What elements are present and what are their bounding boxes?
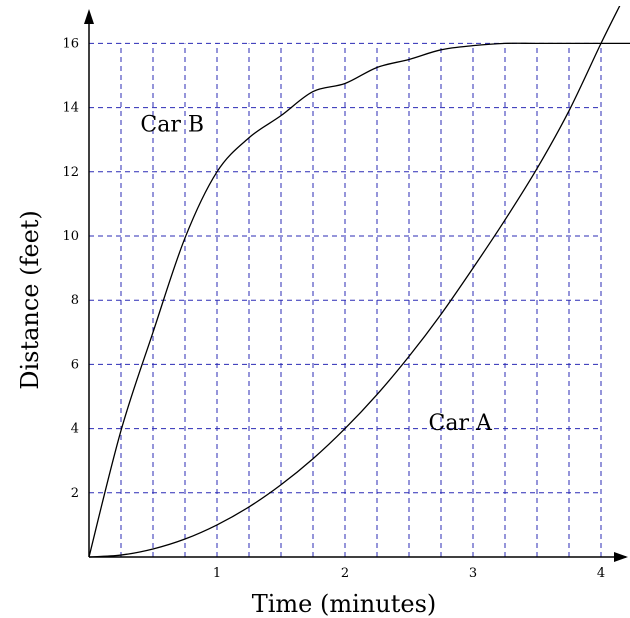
x-tick-label: 3 bbox=[469, 566, 477, 581]
y-axis-arrow-icon bbox=[84, 9, 94, 24]
x-tick-label: 1 bbox=[213, 566, 221, 581]
annotation-car-a: Car A bbox=[429, 411, 493, 436]
y-tick-label: 6 bbox=[71, 357, 79, 372]
annotations: Car B Car A bbox=[140, 113, 493, 437]
y-tick-label: 12 bbox=[62, 165, 79, 180]
curves bbox=[89, 5, 630, 557]
y-tick-label: 14 bbox=[62, 101, 79, 116]
x-axis-label: Time (minutes) bbox=[252, 590, 437, 618]
x-axis-arrow-icon bbox=[614, 552, 628, 562]
y-tick-label: 8 bbox=[71, 293, 79, 308]
y-tick-label: 2 bbox=[71, 486, 79, 501]
y-axis-label: Distance (feet) bbox=[16, 210, 44, 390]
x-tick-label: 2 bbox=[341, 566, 349, 581]
axes bbox=[84, 9, 628, 562]
y-tick-label: 16 bbox=[62, 36, 79, 51]
y-tick-label: 10 bbox=[62, 229, 79, 244]
annotation-car-b: Car B bbox=[140, 113, 204, 138]
x-tick-label: 4 bbox=[597, 566, 605, 581]
series-line-car-a bbox=[89, 5, 620, 557]
y-tick-label: 4 bbox=[71, 422, 79, 437]
